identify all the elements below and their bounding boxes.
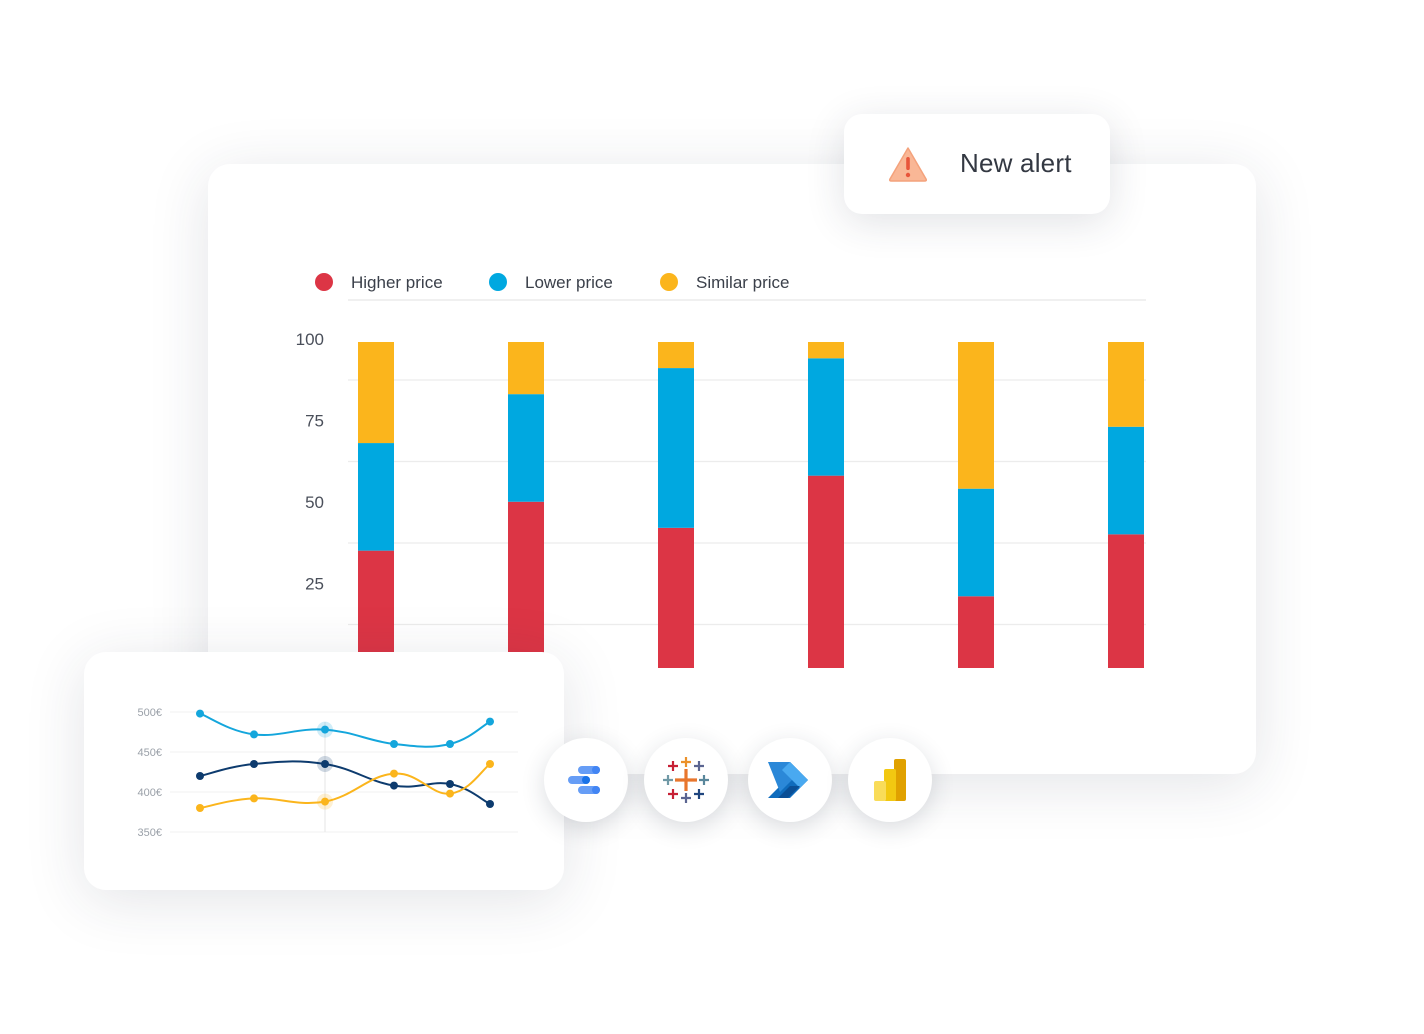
series-point-1 [446, 740, 454, 748]
alert-label: New alert [960, 148, 1072, 178]
bar-4-lower [808, 358, 844, 476]
y-tick-label: 50 [305, 493, 324, 512]
y-tick-label: 75 [305, 412, 324, 431]
looker-studio-button[interactable] [544, 738, 628, 822]
series-point-2 [250, 760, 258, 768]
series-point-2 [390, 781, 398, 790]
series-point-3 [321, 797, 329, 806]
price-trend-chart-card: 350€ 400€ 450€ 500€ [84, 652, 564, 890]
line-y-tick-label: 400€ [138, 787, 162, 799]
looker-studio-icon [568, 766, 600, 794]
series-line-1 [199, 712, 491, 748]
bar-4-similar [808, 342, 844, 359]
bar-5-lower [958, 488, 994, 597]
new-alert-card[interactable]: New alert [844, 114, 1110, 214]
bar-4-higher [808, 475, 844, 668]
stacked-bar-chart: Higher price Lower price Similar price 25 50… [296, 273, 1146, 668]
power-automate-button[interactable] [748, 738, 832, 822]
line-y-tick-label: 500€ [138, 707, 162, 719]
power-bi-button[interactable] [848, 738, 932, 822]
bar-2-lower [508, 394, 544, 502]
bar-6-lower [1108, 426, 1144, 535]
bar-1-similar [358, 342, 394, 444]
legend-marker-1 [315, 273, 333, 291]
tableau-button[interactable] [644, 738, 728, 822]
line-y-tick-label: 450€ [138, 747, 162, 759]
series-point-3 [446, 789, 454, 798]
legend-marker-3 [660, 273, 678, 291]
y-tick-label: 100 [296, 330, 324, 349]
series-line-3 [199, 763, 491, 809]
bar-1-lower [358, 443, 394, 551]
series-point-3 [250, 794, 258, 803]
series-point-2 [446, 780, 454, 788]
legend-marker-2 [489, 273, 507, 291]
bar-2-higher [508, 501, 544, 668]
legend-label-1: Higher price [351, 273, 443, 292]
series-point-2 [196, 772, 204, 780]
price-line-chart: 350€ 400€ 450€ 500€ [138, 707, 518, 839]
bar-6-higher [1108, 534, 1144, 668]
power-bi-icon [874, 759, 906, 801]
bar-5-higher [958, 596, 994, 668]
bar-6-similar [1108, 342, 1144, 427]
series-point-2 [321, 760, 329, 768]
bar-5-similar [958, 342, 994, 489]
warning-icon [888, 147, 928, 182]
series-point-2 [486, 800, 494, 808]
tableau-icon [663, 757, 709, 803]
legend-label-3: Similar price [696, 273, 790, 292]
bar-3-similar [658, 342, 694, 369]
series-point-1 [390, 740, 398, 748]
series-point-3 [196, 804, 204, 812]
bar-2-similar [508, 342, 544, 395]
bar-3-higher [658, 527, 694, 668]
legend-label-2: Lower price [525, 273, 613, 292]
series-point-1 [321, 725, 329, 734]
series-point-1 [486, 717, 494, 726]
y-tick-label: 25 [305, 575, 324, 594]
bar-1-higher [358, 550, 394, 668]
series-point-3 [390, 769, 398, 778]
line-y-tick-label: 350€ [138, 827, 162, 839]
series-point-1 [250, 730, 258, 739]
bar-3-lower [658, 368, 694, 528]
power-automate-icon [768, 762, 808, 798]
series-point-3 [486, 760, 494, 768]
series-point-1 [196, 709, 204, 718]
